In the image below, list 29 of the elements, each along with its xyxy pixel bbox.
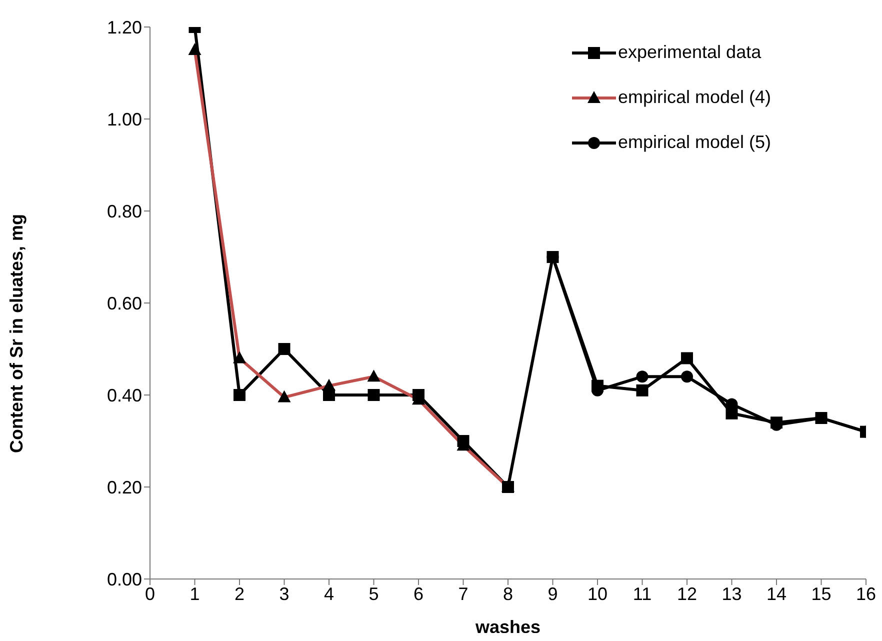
x-tick-label: 11 bbox=[632, 584, 652, 604]
x-tick-label: 2 bbox=[234, 584, 245, 604]
legend-label: empirical model (5) bbox=[618, 132, 772, 153]
y-tick-label: 0.20 bbox=[106, 477, 142, 498]
x-tick-label: 8 bbox=[502, 584, 514, 604]
x-tick-label: 7 bbox=[458, 584, 468, 604]
x-tick-label: 15 bbox=[811, 584, 832, 604]
x-tick-label: 14 bbox=[766, 584, 787, 604]
x-tick-label: 9 bbox=[548, 584, 558, 604]
x-tick-label: 1 bbox=[190, 584, 200, 604]
x-tick-label: 3 bbox=[279, 584, 290, 604]
y-tick-label: 0.80 bbox=[106, 201, 142, 222]
x-tick-label: 0 bbox=[144, 584, 156, 604]
x-tick-label: 12 bbox=[676, 584, 698, 604]
x-tick-label: 5 bbox=[368, 584, 379, 604]
legend-label: empirical model (4) bbox=[618, 87, 772, 108]
y-axis-title: Content of Sr in eluates, mg bbox=[6, 214, 26, 453]
x-axis-title: washes bbox=[474, 617, 541, 637]
x-tick-label: 16 bbox=[856, 584, 876, 604]
x-tick-label: 13 bbox=[722, 584, 742, 604]
y-tick-label: 1.00 bbox=[106, 109, 142, 130]
x-tick-label: 10 bbox=[587, 584, 608, 604]
x-tick-label: 4 bbox=[324, 584, 334, 604]
y-tick-label: 0.00 bbox=[106, 569, 142, 590]
x-tick-label: 6 bbox=[413, 584, 424, 604]
y-tick-label: 0.40 bbox=[106, 385, 142, 406]
y-tick-label: 0.60 bbox=[106, 293, 142, 314]
y-tick-label: 1.20 bbox=[106, 17, 142, 38]
legend-label: experimental data bbox=[618, 42, 762, 63]
